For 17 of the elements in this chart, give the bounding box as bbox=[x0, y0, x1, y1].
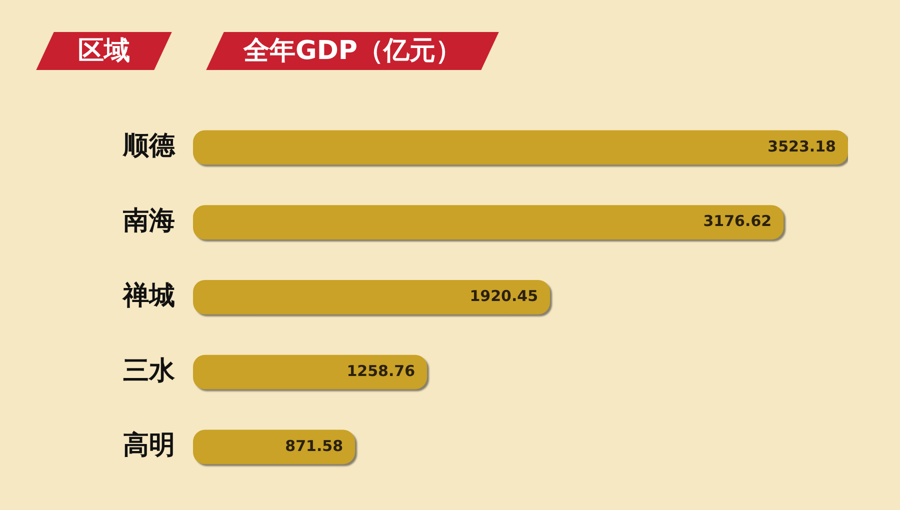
bar bbox=[193, 205, 784, 240]
data-label: 1258.76 bbox=[346, 362, 416, 380]
y-tick-label: 三水 bbox=[123, 356, 176, 386]
data-label: 3176.62 bbox=[703, 212, 772, 230]
bar bbox=[193, 354, 428, 390]
data-label: 871.58 bbox=[285, 436, 344, 455]
bar bbox=[193, 130, 848, 165]
bar bbox=[193, 430, 356, 464]
y-tick-label: 南海 bbox=[122, 206, 175, 236]
y-axis-title: 区域 bbox=[77, 35, 131, 68]
data-label: 3523.18 bbox=[768, 137, 836, 156]
y-tick-label: 禅城 bbox=[122, 280, 175, 311]
bar bbox=[193, 280, 550, 314]
data-label: 1920.45 bbox=[470, 287, 538, 306]
y-tick-label: 顺德 bbox=[122, 131, 176, 162]
y-tick-label: 高明 bbox=[123, 430, 175, 461]
x-axis-title: 全年GDP（亿元） bbox=[242, 35, 462, 68]
